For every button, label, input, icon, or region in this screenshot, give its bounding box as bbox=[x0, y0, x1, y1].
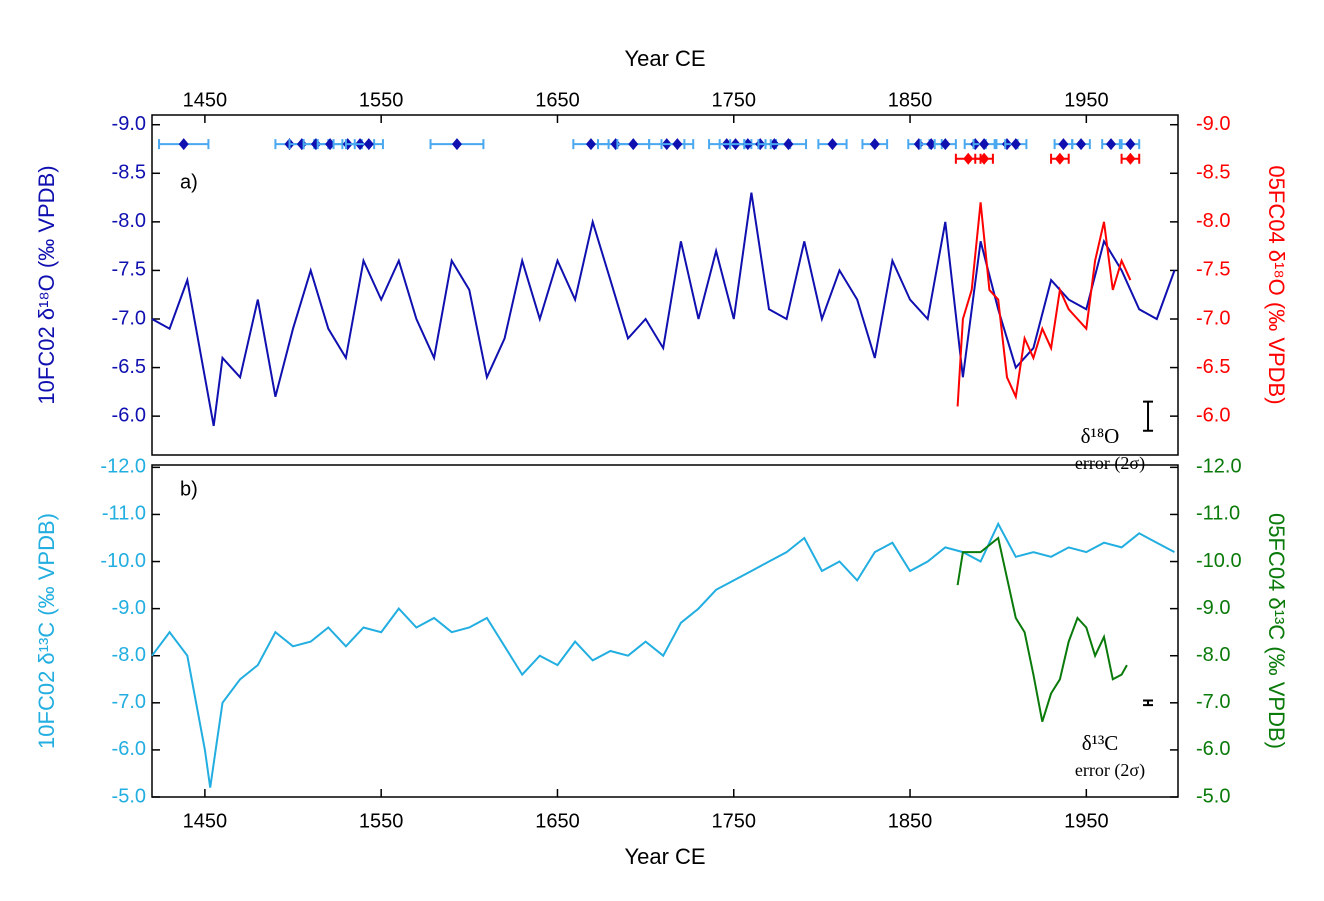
panel-label: b) bbox=[180, 478, 198, 500]
y2-tick-label: -7.5 bbox=[1196, 259, 1230, 281]
error-bar bbox=[1143, 400, 1154, 432]
y2-tick-label: -6.0 bbox=[1196, 738, 1230, 760]
y-tick-label: -10.0 bbox=[100, 550, 146, 572]
x-tick-label: 1450 bbox=[183, 89, 228, 111]
date-marker bbox=[1076, 138, 1087, 151]
y2-tick-label: -9.0 bbox=[1196, 597, 1230, 619]
date-marker bbox=[1058, 138, 1069, 151]
error-label: δ¹⁸O bbox=[1081, 424, 1120, 448]
error-bar bbox=[1143, 699, 1154, 707]
y2-tick-label: -6.0 bbox=[1196, 404, 1230, 426]
x-tick-label: 1550 bbox=[359, 89, 404, 111]
y-tick-label: -6.0 bbox=[112, 738, 146, 760]
y2-tick-label: -8.5 bbox=[1196, 162, 1230, 184]
date-marker bbox=[363, 138, 374, 151]
y-tick-label: -8.5 bbox=[112, 162, 146, 184]
x-axis-title: Year CE bbox=[624, 46, 705, 71]
date-marker bbox=[672, 138, 683, 151]
y2-axis-title: 05FC04 δ¹⁸O (‰ VPDB) bbox=[1264, 165, 1289, 404]
y-tick-label: -9.0 bbox=[112, 597, 146, 619]
date-marker bbox=[1125, 138, 1136, 151]
y-tick-label: -6.0 bbox=[112, 404, 146, 426]
y2-tick-label: -5.0 bbox=[1196, 785, 1230, 807]
date-marker bbox=[1125, 152, 1136, 165]
x-tick-label: 1850 bbox=[888, 810, 933, 832]
y2-tick-label: -8.0 bbox=[1196, 644, 1230, 666]
date-marker bbox=[1010, 138, 1021, 151]
x-tick-label: 1850 bbox=[888, 89, 933, 111]
error-label: δ¹³C bbox=[1082, 731, 1119, 755]
panel-label: a) bbox=[180, 171, 198, 193]
y-axis-title: 10FC02 δ¹³C (‰ VPDB) bbox=[34, 513, 59, 749]
y-tick-label: -5.0 bbox=[112, 785, 146, 807]
y2-tick-label: -11.0 bbox=[1196, 503, 1240, 525]
y-tick-label: -9.0 bbox=[112, 113, 146, 135]
date-marker bbox=[963, 152, 974, 165]
x-tick-label: 1750 bbox=[712, 810, 757, 832]
date-marker bbox=[869, 138, 880, 151]
date-marker bbox=[979, 138, 990, 151]
x-axis-title: Year CE bbox=[624, 844, 705, 869]
date-marker bbox=[178, 138, 189, 151]
y-tick-label: -12.0 bbox=[100, 456, 146, 478]
y-tick-label: -7.0 bbox=[112, 691, 146, 713]
date-marker bbox=[940, 138, 951, 151]
x-tick-label: 1950 bbox=[1064, 89, 1109, 111]
y2-tick-label: -7.0 bbox=[1196, 307, 1230, 329]
y-axis-title: 10FC02 δ¹⁸O (‰ VPDB) bbox=[34, 165, 59, 404]
plot-frame bbox=[151, 464, 1179, 798]
date-marker bbox=[325, 138, 336, 151]
error-sublabel: error (2σ) bbox=[1075, 453, 1145, 474]
y-tick-label: -11.0 bbox=[102, 503, 146, 525]
date-marker bbox=[585, 138, 596, 151]
data-line bbox=[956, 536, 1128, 722]
y2-tick-label: -8.0 bbox=[1196, 210, 1230, 232]
y2-tick-label: -6.5 bbox=[1196, 356, 1230, 378]
date-marker bbox=[628, 138, 639, 151]
date-marker bbox=[827, 138, 838, 151]
x-tick-label: 1950 bbox=[1064, 810, 1109, 832]
y2-tick-label: -10.0 bbox=[1196, 550, 1242, 572]
plot-frame bbox=[151, 114, 1179, 456]
date-marker bbox=[1054, 152, 1065, 165]
x-tick-label: 1650 bbox=[535, 89, 580, 111]
y-tick-label: -7.5 bbox=[112, 259, 146, 281]
y-tick-label: -8.0 bbox=[112, 210, 146, 232]
date-marker bbox=[783, 138, 794, 151]
data-line bbox=[956, 202, 1132, 407]
date-marker bbox=[926, 138, 937, 151]
x-tick-label: 1550 bbox=[359, 810, 404, 832]
y2-axis-title: 05FC04 δ¹³C (‰ VPDB) bbox=[1264, 513, 1289, 749]
x-tick-label: 1650 bbox=[535, 810, 580, 832]
data-line bbox=[151, 192, 1176, 427]
x-tick-label: 1450 bbox=[183, 810, 228, 832]
y2-tick-label: -12.0 bbox=[1196, 456, 1242, 478]
error-sublabel: error (2σ) bbox=[1075, 760, 1145, 781]
y-tick-label: -6.5 bbox=[112, 356, 146, 378]
date-marker bbox=[451, 138, 462, 151]
x-tick-label: 1750 bbox=[712, 89, 757, 111]
y-tick-label: -7.0 bbox=[112, 307, 146, 329]
y-tick-label: -8.0 bbox=[112, 644, 146, 666]
y2-tick-label: -9.0 bbox=[1196, 113, 1230, 135]
date-marker bbox=[1106, 138, 1117, 151]
y2-tick-label: -7.0 bbox=[1196, 691, 1230, 713]
date-marker bbox=[979, 152, 990, 165]
data-line bbox=[151, 521, 1175, 788]
